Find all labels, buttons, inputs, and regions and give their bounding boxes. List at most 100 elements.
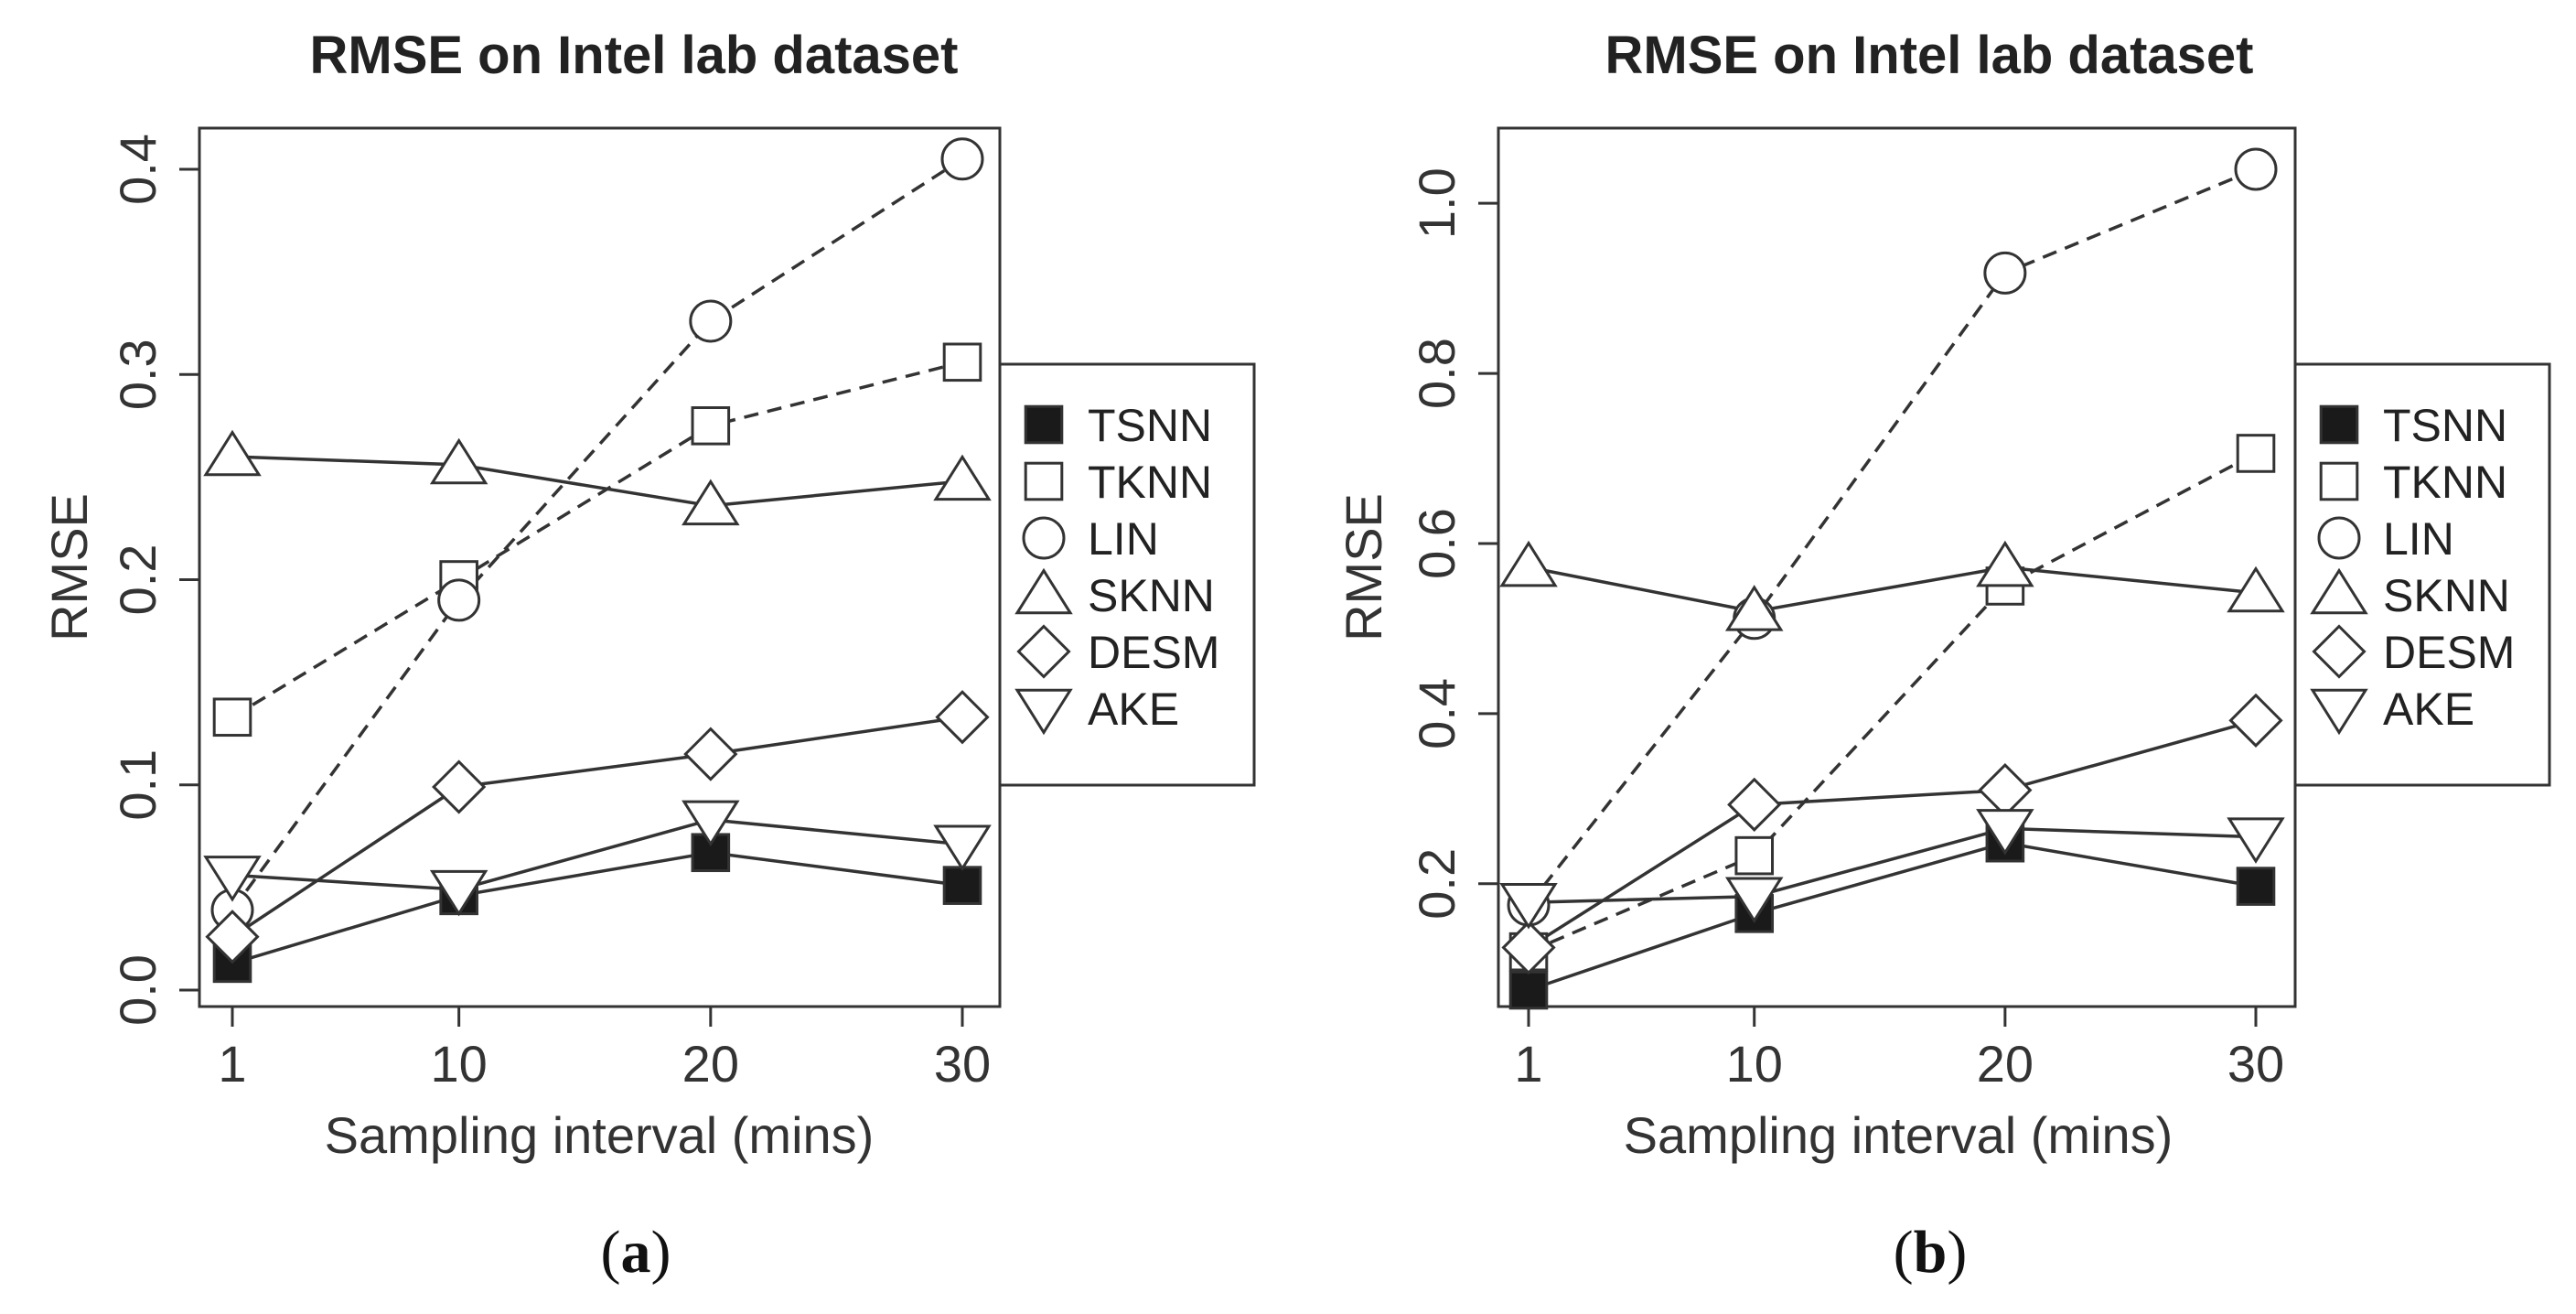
panel-letter: b bbox=[1914, 1219, 1948, 1286]
x-tick-label: 30 bbox=[2227, 1035, 2284, 1093]
legend-label: SKNN bbox=[1088, 570, 1215, 621]
legend-marker-sknn bbox=[1014, 567, 1073, 615]
series-line-ake bbox=[1528, 826, 2257, 905]
point-tsnn bbox=[942, 866, 982, 905]
y-tick-label: 1.0 bbox=[1408, 167, 1465, 239]
legend-label: SKNN bbox=[2383, 570, 2510, 621]
point-sknn bbox=[2227, 565, 2285, 613]
x-axis-title: Sampling interval (mins) bbox=[1624, 1106, 2174, 1164]
legend-item-tsnn: TSNN bbox=[2319, 400, 2507, 451]
legend-item-lin: LIN bbox=[1022, 513, 1159, 565]
series-line-tsnn bbox=[1528, 841, 2257, 992]
point-desm bbox=[432, 759, 487, 814]
legend-label: LIN bbox=[1088, 513, 1159, 565]
y-axis-title: RMSE bbox=[1335, 493, 1392, 641]
point-tknn bbox=[2236, 434, 2276, 473]
legend-label: AKE bbox=[1088, 684, 1179, 735]
chart-title: RMSE on Intel lab dataset bbox=[310, 26, 959, 85]
point-sknn bbox=[429, 437, 488, 485]
y-tick-label: 0.3 bbox=[109, 339, 166, 410]
legend-label: TSNN bbox=[1088, 400, 1212, 451]
y-tick-label: 0.2 bbox=[1408, 848, 1465, 920]
series-line-tknn bbox=[231, 361, 963, 719]
point-tknn bbox=[212, 697, 252, 738]
point-ake bbox=[682, 800, 740, 847]
y-tick-label: 0.8 bbox=[1408, 338, 1465, 409]
x-tick-label: 10 bbox=[1726, 1035, 1783, 1093]
legend-marker-tknn bbox=[2319, 461, 2359, 501]
x-tick-label: 20 bbox=[1977, 1035, 2034, 1093]
legend-label: DESM bbox=[2383, 627, 2515, 678]
point-lin bbox=[940, 137, 984, 181]
y-tick-label: 0.2 bbox=[109, 544, 166, 616]
series-line-desm bbox=[231, 716, 963, 939]
y-tick-label: 0.0 bbox=[109, 954, 166, 1026]
series-line-lin bbox=[231, 157, 963, 911]
panel-letter: a bbox=[621, 1219, 651, 1286]
series-line-sknn bbox=[1528, 565, 2257, 614]
point-desm bbox=[1727, 777, 1782, 832]
x-tick-label: 20 bbox=[682, 1035, 739, 1093]
legend-item-lin: LIN bbox=[2317, 513, 2454, 565]
y-tick-label: 0.4 bbox=[109, 134, 166, 205]
point-sknn bbox=[933, 454, 992, 501]
legend-item-ake: AKE bbox=[1014, 684, 1179, 736]
legend-item-ake: AKE bbox=[2310, 684, 2474, 736]
legend-label: TKNN bbox=[2383, 457, 2507, 508]
chart-panel-b: RMSE on Intel lab dataset 0.2 0.4 0.6 0.8 1.0… bbox=[1335, 26, 2551, 1164]
y-axis-title: RMSE bbox=[40, 493, 98, 641]
point-tknn bbox=[691, 406, 731, 446]
point-ake bbox=[1976, 809, 2034, 856]
x-tick-label: 10 bbox=[431, 1035, 488, 1093]
legend-marker-desm bbox=[2312, 624, 2367, 679]
point-desm bbox=[1501, 920, 1556, 975]
point-sknn bbox=[1499, 540, 1558, 587]
legend-label: DESM bbox=[1088, 627, 1219, 678]
point-lin bbox=[2234, 147, 2278, 191]
legend-marker-tknn bbox=[1024, 461, 1064, 501]
point-ake bbox=[933, 824, 992, 872]
point-ake bbox=[429, 869, 488, 917]
legend-label: TSNN bbox=[2383, 400, 2507, 451]
y-tick-label: 0.1 bbox=[109, 749, 166, 821]
series-line-desm bbox=[1528, 718, 2257, 950]
legend-label: TKNN bbox=[1088, 457, 1212, 508]
x-tick-label: 1 bbox=[1514, 1035, 1542, 1093]
legend-item-sknn: SKNN bbox=[1014, 567, 1215, 621]
point-ake bbox=[203, 856, 262, 902]
point-desm bbox=[1978, 762, 2033, 818]
point-tsnn bbox=[2236, 867, 2276, 906]
point-sknn bbox=[1724, 585, 1784, 631]
series-line-sknn bbox=[231, 455, 963, 508]
point-lin bbox=[437, 578, 481, 622]
series-line-lin bbox=[1527, 167, 2257, 907]
x-tick-label: 1 bbox=[218, 1035, 246, 1093]
point-lin bbox=[1983, 251, 2027, 295]
legend-marker-lin bbox=[2317, 516, 2361, 560]
point-desm bbox=[205, 910, 260, 964]
legend-marker-ake bbox=[1014, 688, 1073, 736]
series-line-ake bbox=[231, 818, 963, 891]
point-tknn bbox=[1734, 835, 1775, 876]
y-tick-label: 0.4 bbox=[1408, 678, 1465, 749]
legend-marker-ake bbox=[2310, 688, 2368, 736]
point-desm bbox=[935, 690, 990, 745]
point-ake bbox=[2227, 817, 2285, 864]
panel-label: (a) bbox=[601, 1219, 671, 1286]
point-desm bbox=[2228, 693, 2283, 748]
legend-item-desm: DESM bbox=[1016, 624, 1219, 679]
legend-item-desm: DESM bbox=[2312, 624, 2515, 679]
legend-item-tknn: TKNN bbox=[1024, 457, 1212, 508]
point-tknn bbox=[942, 342, 982, 382]
y-tick-label: 0.6 bbox=[1408, 508, 1465, 579]
point-lin bbox=[689, 299, 733, 343]
point-ake bbox=[1499, 882, 1558, 930]
legend-item-tsnn: TSNN bbox=[1024, 400, 1212, 451]
series-line-tsnn bbox=[231, 850, 963, 965]
legend-item-tknn: TKNN bbox=[2319, 457, 2507, 508]
point-sknn bbox=[682, 479, 740, 526]
legend-item-sknn: SKNN bbox=[2310, 567, 2510, 621]
legend-marker-desm bbox=[1016, 624, 1071, 679]
